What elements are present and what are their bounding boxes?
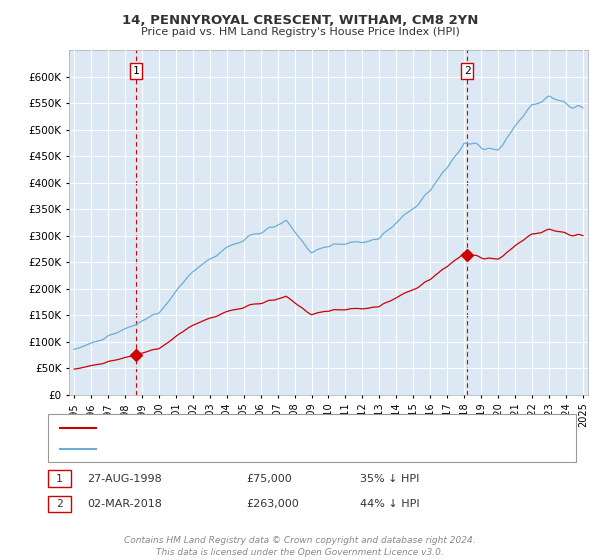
Text: 2: 2 [464, 66, 470, 76]
Text: 2: 2 [56, 499, 63, 509]
Text: £263,000: £263,000 [246, 499, 299, 509]
Text: 44% ↓ HPI: 44% ↓ HPI [360, 499, 419, 509]
Text: 14, PENNYROYAL CRESCENT, WITHAM, CM8 2YN (detached house): 14, PENNYROYAL CRESCENT, WITHAM, CM8 2YN… [105, 423, 449, 433]
Text: Contains HM Land Registry data © Crown copyright and database right 2024.
This d: Contains HM Land Registry data © Crown c… [124, 536, 476, 557]
Text: 1: 1 [56, 474, 63, 484]
Text: 14, PENNYROYAL CRESCENT, WITHAM, CM8 2YN: 14, PENNYROYAL CRESCENT, WITHAM, CM8 2YN [122, 14, 478, 27]
Text: 02-MAR-2018: 02-MAR-2018 [87, 499, 162, 509]
Text: 1: 1 [133, 66, 139, 76]
Text: HPI: Average price, detached house, Braintree: HPI: Average price, detached house, Brai… [105, 444, 346, 454]
Text: Price paid vs. HM Land Registry's House Price Index (HPI): Price paid vs. HM Land Registry's House … [140, 27, 460, 37]
Text: £75,000: £75,000 [246, 474, 292, 484]
Text: 27-AUG-1998: 27-AUG-1998 [87, 474, 162, 484]
Text: 35% ↓ HPI: 35% ↓ HPI [360, 474, 419, 484]
